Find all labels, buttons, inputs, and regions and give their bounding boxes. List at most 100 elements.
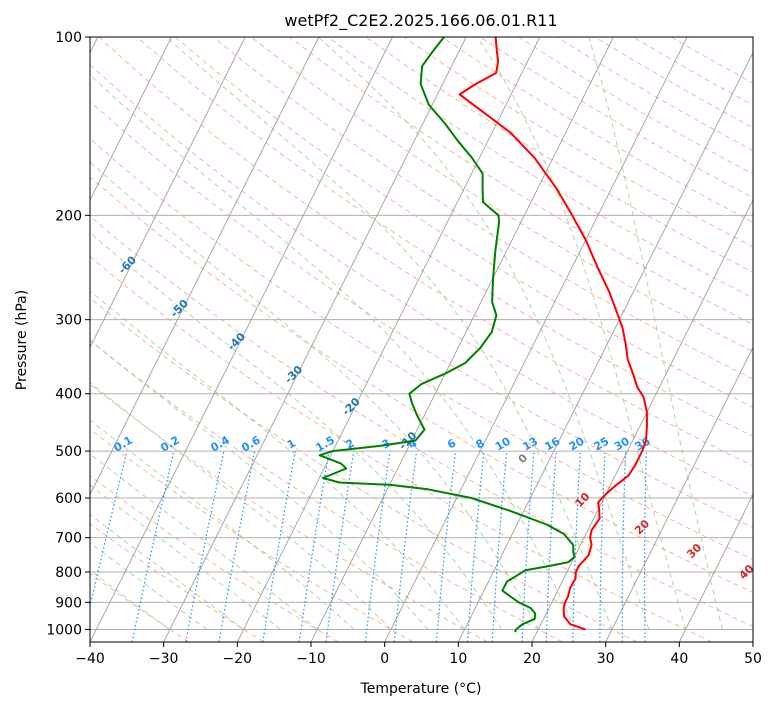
plot-area: 0.10.20.40.611.52346810131620253036-100-… bbox=[15, 37, 757, 642]
x-tick-label: 0 bbox=[380, 651, 389, 667]
moist-adiabat bbox=[90, 542, 208, 630]
mixing-ratio-line bbox=[298, 450, 330, 642]
moist-adiabat bbox=[476, 37, 687, 630]
isotherm-line bbox=[678, 493, 753, 642]
x-tick-label: 30 bbox=[597, 651, 615, 667]
x-tick-label: −20 bbox=[223, 651, 253, 667]
mixing-ratio-label: 1 bbox=[285, 437, 298, 452]
isotherm-line bbox=[236, 37, 541, 642]
isotherm-line bbox=[457, 51, 753, 642]
x-tick-label: −10 bbox=[296, 651, 326, 667]
mixing-ratio-line bbox=[218, 450, 256, 642]
dry-adiabat bbox=[90, 383, 488, 642]
mixing-ratio-line bbox=[131, 450, 175, 642]
x-tick-label: 50 bbox=[744, 651, 762, 667]
moist-adiabat-label: 0 bbox=[516, 451, 531, 466]
isotherm-line bbox=[90, 37, 393, 642]
chart-title: wetPf2_C2E2.2025.166.06.01.R11 bbox=[284, 11, 557, 31]
mixing-ratio-line bbox=[599, 451, 606, 642]
mixing-ratio-line bbox=[364, 451, 391, 642]
moist-adiabat bbox=[90, 161, 539, 630]
mixing-ratio-line bbox=[393, 451, 418, 642]
dry-adiabat bbox=[90, 255, 712, 642]
y-tick-label: 800 bbox=[55, 565, 82, 581]
moist-adiabat-label: 30 bbox=[684, 541, 704, 561]
dry-adiabat bbox=[90, 428, 414, 642]
dry-adiabat bbox=[90, 297, 638, 642]
mixing-ratio-line bbox=[466, 451, 485, 642]
mixing-ratio-label: 8 bbox=[474, 437, 487, 452]
y-tick-label: 700 bbox=[55, 531, 82, 547]
moist-adiabat-label: 40 bbox=[737, 562, 757, 582]
y-tick-label: 100 bbox=[55, 30, 82, 46]
moist-adiabat bbox=[90, 382, 392, 630]
y-tick-label: 300 bbox=[55, 313, 82, 329]
moist-adiabat bbox=[90, 513, 244, 630]
y-tick-label: 600 bbox=[55, 491, 82, 507]
dry-adiabat bbox=[90, 339, 563, 642]
mixing-ratio-line bbox=[545, 451, 557, 642]
isotherm-line bbox=[90, 37, 320, 496]
x-axis-label: Temperature (°C) bbox=[360, 681, 482, 697]
dry-adiabat bbox=[136, 37, 753, 437]
dewpoint-profile bbox=[318, 37, 576, 633]
dry-adiabat bbox=[90, 100, 753, 529]
plot-frame bbox=[89, 36, 754, 643]
moist-adiabat bbox=[588, 37, 723, 630]
dry-adiabat bbox=[90, 523, 264, 642]
dry-adiabat bbox=[251, 37, 753, 353]
x-tick-label: 10 bbox=[449, 651, 467, 667]
isotherm-line bbox=[90, 37, 246, 349]
isotherm-line bbox=[752, 640, 753, 642]
isotherm-line bbox=[310, 37, 614, 642]
y-axis-label: Pressure (hPa) bbox=[14, 290, 30, 390]
background-lines bbox=[90, 37, 753, 642]
y-axis: 1000 900 800 700 600 500 400 300 200 100 bbox=[46, 30, 90, 638]
moist-adiabat bbox=[90, 339, 429, 630]
mixing-ratio-label: 6 bbox=[445, 436, 458, 451]
moist-adiabat-label: 20 bbox=[632, 517, 652, 537]
x-tick-label: −30 bbox=[149, 651, 179, 667]
isotherm-line bbox=[605, 346, 753, 642]
dry-adiabat bbox=[174, 37, 753, 408]
dry-adiabat bbox=[90, 215, 753, 628]
mixing-ratio-line bbox=[185, 450, 225, 642]
dry-adiabat bbox=[212, 37, 753, 380]
moist-adiabat bbox=[90, 74, 576, 630]
x-tick-label: 40 bbox=[670, 651, 688, 667]
dry-adiabat bbox=[90, 572, 190, 642]
isotherm-line bbox=[90, 37, 172, 202]
dry-adiabat bbox=[90, 137, 753, 561]
profile-lines bbox=[318, 37, 648, 633]
mixing-ratio-line bbox=[90, 450, 128, 609]
moist-adiabat-label: 10 bbox=[573, 490, 593, 510]
y-tick-label: 200 bbox=[55, 208, 82, 224]
isotherm-line bbox=[163, 37, 467, 642]
moist-adiabat bbox=[317, 37, 650, 630]
moist-adiabat bbox=[166, 37, 613, 630]
dry-adiabat bbox=[90, 176, 753, 594]
x-tick-label: −40 bbox=[75, 651, 105, 667]
moist-adiabat bbox=[90, 453, 318, 630]
moist-adiabat bbox=[90, 419, 355, 630]
dry-adiabat bbox=[632, 37, 753, 106]
isotherm-line bbox=[531, 198, 753, 642]
dry-adiabat bbox=[365, 37, 753, 273]
y-tick-label: 500 bbox=[55, 444, 82, 460]
isotherm-label: -80 bbox=[15, 159, 38, 182]
y-tick-label: 900 bbox=[55, 595, 82, 611]
y-tick-label: 1000 bbox=[46, 622, 82, 638]
x-axis: −40 −30 −20 −10 0 10 20 30 40 50 bbox=[75, 642, 762, 667]
x-tick-label: 20 bbox=[523, 651, 541, 667]
mixing-ratio-line bbox=[325, 451, 355, 642]
mixing-ratio-line bbox=[491, 451, 508, 642]
dry-adiabat bbox=[289, 37, 753, 326]
dry-adiabat bbox=[480, 37, 753, 199]
temperature-profile bbox=[458, 37, 648, 631]
isotherm-line bbox=[384, 37, 688, 642]
y-tick-label: 400 bbox=[55, 387, 82, 403]
dry-adiabat bbox=[90, 63, 753, 497]
dry-adiabat bbox=[90, 475, 339, 642]
dry-adiabat bbox=[327, 37, 753, 299]
